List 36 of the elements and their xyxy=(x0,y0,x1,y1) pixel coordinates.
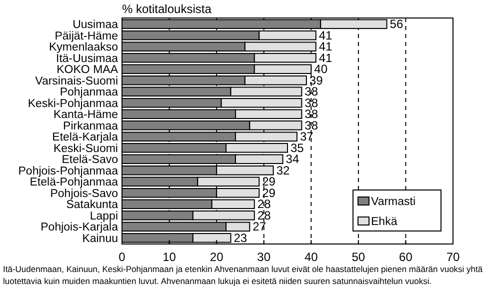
y-tick-label: Itä-Uusimaa xyxy=(56,52,119,65)
y-tick-label: Satakunta xyxy=(66,199,119,212)
x-tick-label: 20 xyxy=(210,250,224,264)
total-label: 41 xyxy=(318,28,333,42)
x-tick-label: 0 xyxy=(118,250,126,264)
y-tick-label: Etelä-Pohjanmaa xyxy=(30,176,119,189)
y-tick-label: Kanta-Häme xyxy=(53,109,118,122)
legend-label: Ehkä xyxy=(371,216,398,228)
total-label: 27 xyxy=(252,220,266,234)
text: Itä-Uudenmaan, Kainuun, Keski-Pohjanmaan ja etenkin Ahvenanmaan luvut eivät ole haastattelujen pienen määrän vuoksi yhtä luotettavia kuin muiden maakuntien luvut. Ahvenanmaan lukuja ei esitetä niiden suuren satunnaisvaihtelun vuoksi. xyxy=(3,264,483,286)
y-tick-label: KOKO MAA xyxy=(56,64,118,76)
total-label: 23 xyxy=(234,230,248,245)
y-tick-label: Kainuu xyxy=(82,232,118,245)
y-tick-label: Lappi xyxy=(90,210,118,222)
y-tick-label: Kymenlaakso xyxy=(48,42,118,54)
x-tick-label: 70 xyxy=(446,250,460,264)
y-tick-label: Pohjois-Savo xyxy=(50,188,118,200)
chart-title: % kotitalouksista xyxy=(122,2,212,16)
x-tick-label: 30 xyxy=(257,250,271,264)
y-tick-label: Pohjanmaa xyxy=(60,86,119,99)
x-tick-label: 40 xyxy=(304,250,318,264)
y-tick-label: Uusimaa xyxy=(72,19,119,32)
y-tick-label: Keski-Suomi xyxy=(53,142,118,155)
y-tick-label: Etelä-Karjala xyxy=(52,132,119,144)
y-tick-label: Etelä-Savo xyxy=(62,154,118,166)
y-tick-label: Varsinais-Suomi xyxy=(35,75,118,88)
y-tick-label: Päijät-Häme xyxy=(54,30,118,42)
y-tick-label: Keski-Pohjanmaa xyxy=(28,98,119,110)
y-tick-label: Pirkanmaa xyxy=(63,120,119,132)
x-tick-label: 50 xyxy=(352,250,366,264)
y-tick-label: Pohjois-Pohjanmaa xyxy=(18,165,119,178)
legend-label: Varmasti xyxy=(371,196,416,208)
y-tick-label: Pohjois-Karjala xyxy=(40,222,119,234)
total-label: 56 xyxy=(390,17,404,32)
x-tick-label: 60 xyxy=(399,250,413,264)
x-tick-label: 10 xyxy=(162,250,176,264)
